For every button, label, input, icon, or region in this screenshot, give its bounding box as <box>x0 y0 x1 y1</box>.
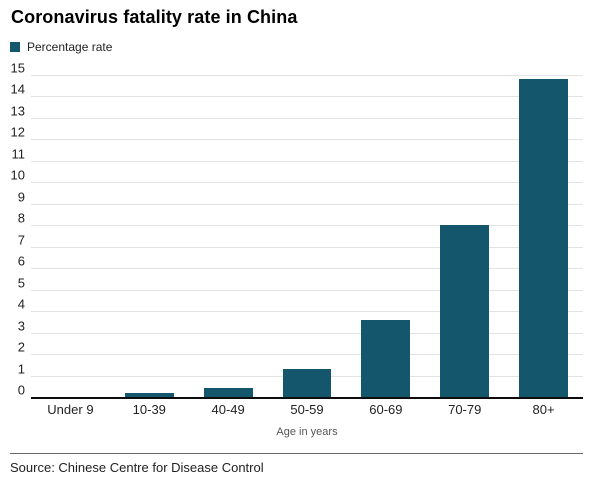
y-tick-label: 15 <box>10 60 25 76</box>
bar-40-49 <box>203 388 253 397</box>
gridline <box>31 354 583 356</box>
y-tick-label: 13 <box>10 103 25 119</box>
gridline <box>31 182 583 184</box>
x-tick-label: 80+ <box>532 402 555 417</box>
x-tick-label: 50-59 <box>290 402 324 417</box>
y-tick-label: 6 <box>17 253 25 269</box>
bar-10-39 <box>124 392 174 397</box>
gridline <box>31 311 583 313</box>
gridline <box>31 225 583 227</box>
source-text: Source: Chinese Centre for Disease Contr… <box>10 460 264 475</box>
x-tick-label: 10-39 <box>132 402 166 417</box>
y-tick-label: 1 <box>17 361 25 377</box>
gridline <box>31 332 583 334</box>
gridline <box>31 268 583 270</box>
y-tick-label: 14 <box>10 81 25 97</box>
gridline <box>31 160 583 162</box>
x-tick-label: 40-49 <box>211 402 245 417</box>
plot-area <box>31 75 583 399</box>
gridline <box>31 96 583 98</box>
y-tick-label: 4 <box>17 296 25 312</box>
y-tick-label: 3 <box>17 318 25 334</box>
x-tick-label: 60-69 <box>369 402 403 417</box>
bar-70-79 <box>440 225 490 397</box>
legend-swatch-icon <box>10 42 20 52</box>
bar-series <box>31 75 583 397</box>
gridline <box>31 246 583 248</box>
y-tick-label: 7 <box>17 232 25 248</box>
y-tick-label: 12 <box>10 124 25 140</box>
x-axis-title: Age in years <box>276 426 338 438</box>
bar-50-59 <box>282 369 332 397</box>
source-divider <box>10 453 583 454</box>
gridline <box>31 203 583 205</box>
bar-slot <box>31 75 110 397</box>
bar-slot <box>189 75 268 397</box>
y-tick-label: 5 <box>17 275 25 291</box>
bar-slot <box>110 75 189 397</box>
y-tick-label: 9 <box>17 189 25 205</box>
bar-slot <box>425 75 504 397</box>
y-axis: 0 1 2 3 4 5 6 7 8 9 10 11 12 13 14 15 <box>0 62 26 398</box>
gridline <box>31 75 583 76</box>
bar-slot <box>268 75 347 397</box>
bar-slot <box>504 75 583 397</box>
y-tick-label: 11 <box>11 146 26 162</box>
x-tick-label: 70-79 <box>448 402 482 417</box>
y-tick-label: 8 <box>17 210 25 226</box>
bar-slot <box>346 75 425 397</box>
gridline <box>31 289 583 291</box>
x-tick-label: Under 9 <box>47 402 94 417</box>
legend: Percentage rate <box>10 40 112 54</box>
gridline <box>31 117 583 119</box>
y-tick-label: 10 <box>10 167 25 183</box>
bar-80+ <box>519 79 569 397</box>
chart-title: Coronavirus fatality rate in China <box>11 7 298 27</box>
bar-60-69 <box>361 319 411 397</box>
y-tick-label: 2 <box>17 339 25 355</box>
gridline <box>31 139 583 141</box>
y-tick-label: 0 <box>17 382 25 398</box>
x-axis-labels: Under 9 10-39 40-49 50-59 60-69 70-79 80+ <box>31 402 583 417</box>
legend-label: Percentage rate <box>27 40 113 54</box>
